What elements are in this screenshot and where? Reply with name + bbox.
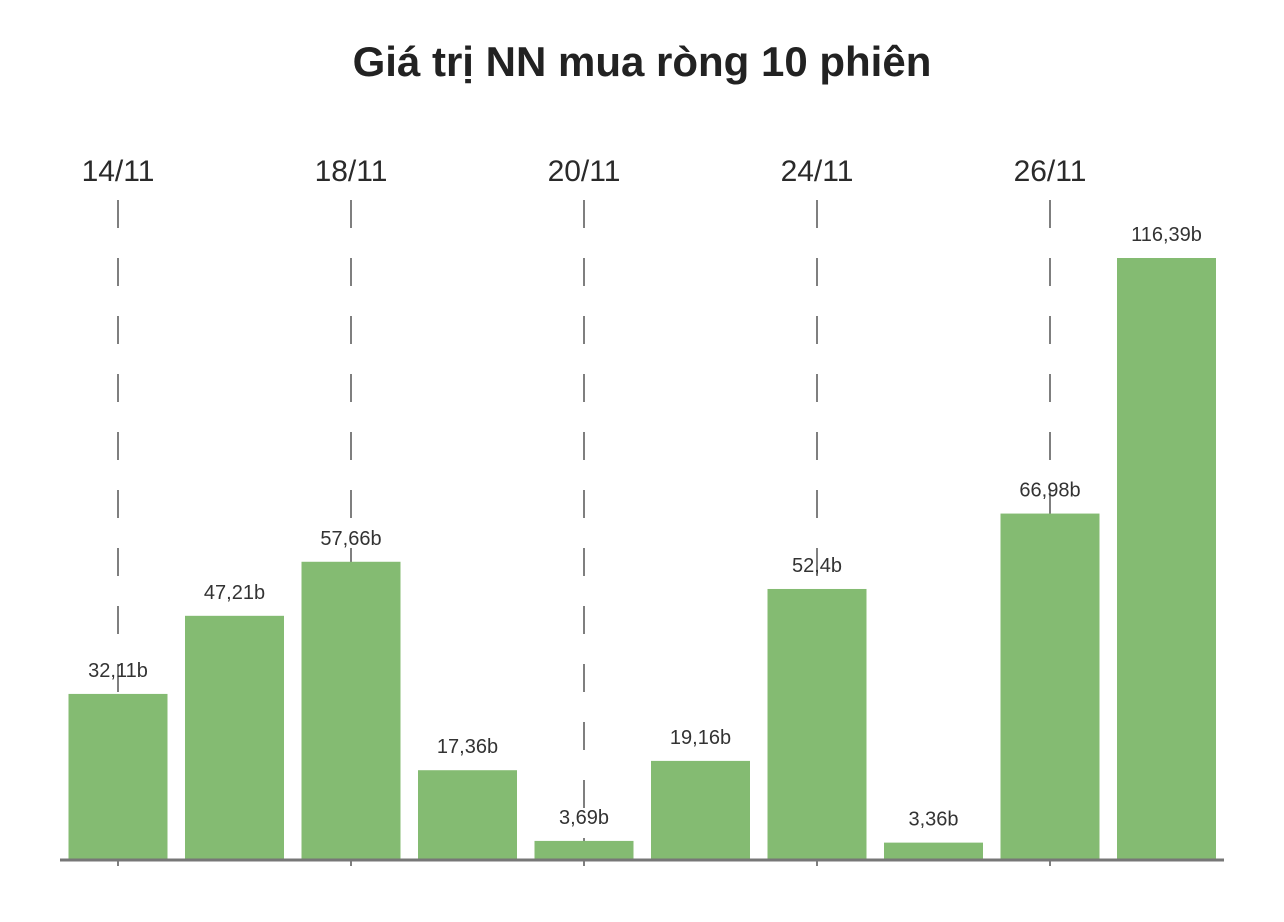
value-label: 32,11b xyxy=(88,660,148,682)
value-label: 66,98b xyxy=(1019,480,1080,502)
value-label: 116,39b xyxy=(1131,224,1202,246)
bar-18-11 xyxy=(301,561,401,860)
bar-21-11 xyxy=(651,760,750,860)
x-tick-label: 26/11 xyxy=(1014,155,1087,188)
x-tick-label: 20/11 xyxy=(548,155,621,188)
chart-title: Giá trị NN mua ròng 10 phiên xyxy=(352,38,932,85)
x-tick-label: 14/11 xyxy=(82,155,155,188)
x-tick-label: 18/11 xyxy=(315,155,388,188)
bar-19-11 xyxy=(418,770,517,860)
bar-26-11 xyxy=(1000,513,1100,860)
bar-14-11 xyxy=(68,693,168,860)
value-label: 3,69b xyxy=(559,807,609,829)
bar-24-11 xyxy=(767,588,867,860)
bar-27-11 xyxy=(1117,258,1216,860)
value-label: 19,16b xyxy=(670,727,731,749)
bar-20-11 xyxy=(534,840,634,860)
bar-15-11 xyxy=(185,615,284,860)
value-label: 52,4b xyxy=(792,555,842,577)
value-label: 47,21b xyxy=(204,582,265,604)
bar-25-11 xyxy=(884,842,983,860)
value-label: 57,66b xyxy=(320,528,381,550)
value-label: 3,36b xyxy=(908,809,958,831)
x-tick-label: 24/11 xyxy=(781,155,854,188)
value-label: 17,36b xyxy=(437,736,498,758)
